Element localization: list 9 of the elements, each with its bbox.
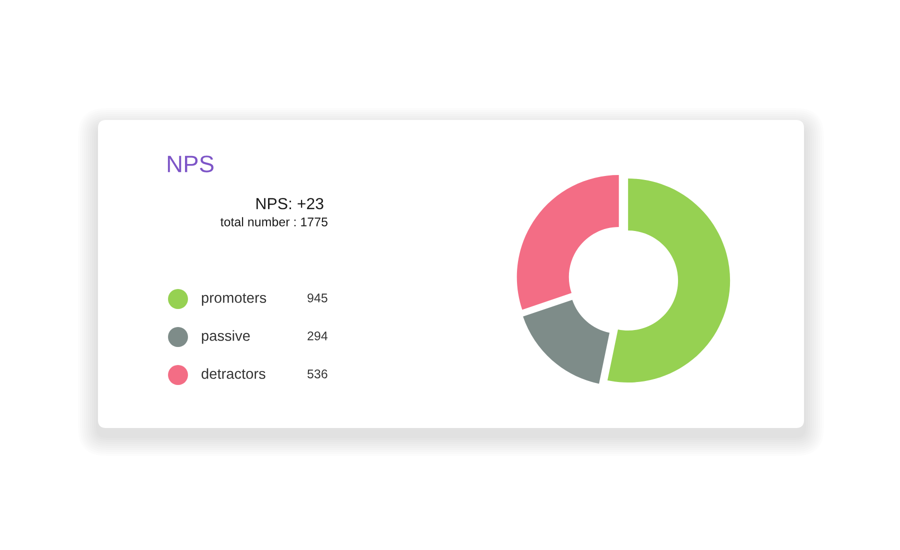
data-label: 945	[308, 294, 328, 302]
data-label: 294	[308, 332, 328, 340]
legend-label: promoters	[202, 293, 266, 306]
legend-label: detractors	[202, 368, 266, 379]
legend-label: passive	[202, 330, 250, 344]
data-label: 536	[308, 370, 328, 378]
text: total number : 1775	[220, 217, 328, 226]
chart-title: NPS	[168, 156, 214, 172]
text: NPS: +23	[256, 198, 324, 210]
